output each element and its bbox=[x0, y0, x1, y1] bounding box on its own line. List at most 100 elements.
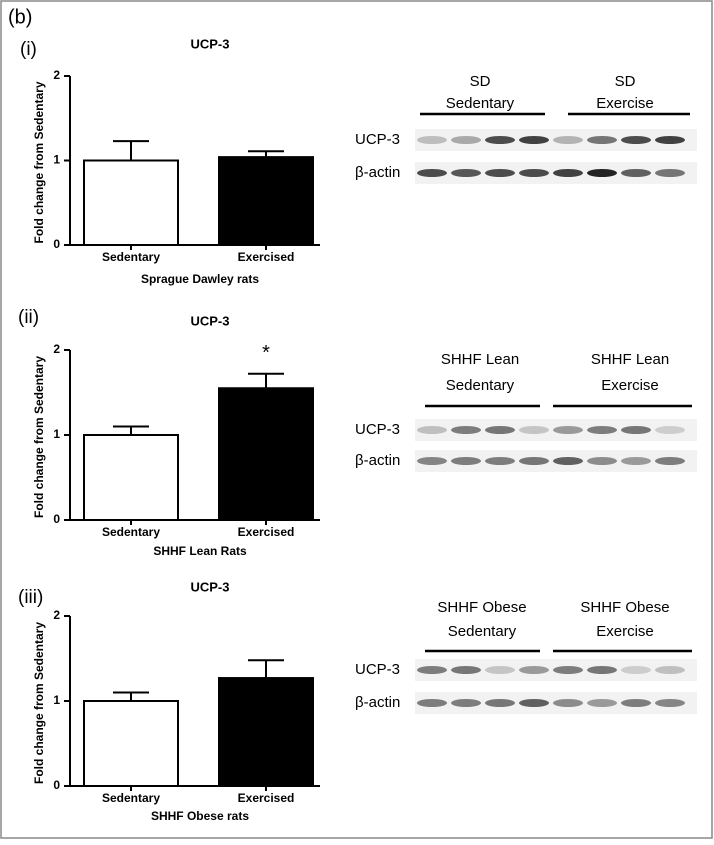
blot-band bbox=[587, 457, 617, 465]
blot-strip bbox=[415, 129, 697, 151]
y-tick-label: 2 bbox=[53, 68, 60, 82]
figure-label: (b) bbox=[8, 6, 32, 28]
blot-band bbox=[587, 136, 617, 144]
x-axis-label: SHHF Lean Rats bbox=[153, 544, 247, 558]
blot-band bbox=[655, 666, 685, 674]
blot-row-label: UCP-3 bbox=[355, 421, 400, 438]
blot-group-label: SD bbox=[470, 73, 491, 90]
blot-band bbox=[587, 666, 617, 674]
blot-band bbox=[451, 666, 481, 674]
bar bbox=[218, 387, 314, 521]
bar bbox=[218, 156, 314, 246]
blot-group-label: SHHF Obese bbox=[580, 599, 669, 616]
blot-band bbox=[519, 666, 549, 674]
y-tick-label: 0 bbox=[53, 778, 60, 792]
y-tick-label: 2 bbox=[53, 608, 60, 622]
chart-title: UCP-3 bbox=[190, 579, 229, 594]
panel-label: (iii) bbox=[18, 587, 43, 608]
y-tick-label: 2 bbox=[53, 342, 60, 356]
bar bbox=[218, 677, 314, 787]
blot-band bbox=[655, 426, 685, 434]
blot-band bbox=[451, 426, 481, 434]
y-tick-label: 1 bbox=[53, 153, 60, 167]
blot-band bbox=[417, 699, 447, 707]
blot-group-label: SHHF Lean bbox=[591, 351, 669, 368]
blot-band bbox=[655, 136, 685, 144]
blot-group-label: Sedentary bbox=[446, 95, 515, 112]
blot-band bbox=[485, 136, 515, 144]
blot-strip bbox=[415, 419, 697, 441]
x-tick-label: Sedentary bbox=[102, 525, 160, 539]
panel-label: (i) bbox=[20, 39, 37, 60]
x-axis-label: SHHF Obese rats bbox=[151, 809, 249, 823]
blot-band bbox=[621, 426, 651, 434]
bar bbox=[83, 159, 179, 246]
blot-band bbox=[621, 457, 651, 465]
blot-band bbox=[587, 169, 617, 177]
chart-title: UCP-3 bbox=[190, 36, 229, 51]
blot-strip bbox=[415, 692, 697, 714]
blot-band bbox=[553, 457, 583, 465]
chart-title: UCP-3 bbox=[190, 313, 229, 328]
blot-band bbox=[485, 169, 515, 177]
blot-band bbox=[553, 136, 583, 144]
blot-band bbox=[553, 666, 583, 674]
blot-band bbox=[451, 169, 481, 177]
blot-row-label: UCP-3 bbox=[355, 661, 400, 678]
y-tick-label: 1 bbox=[53, 693, 60, 707]
panel-label: (ii) bbox=[18, 307, 39, 328]
blot-band bbox=[451, 136, 481, 144]
y-axis-label: Fold change from Sedentary bbox=[32, 81, 46, 243]
y-tick-label: 0 bbox=[53, 512, 60, 526]
blot-row-label: β-actin bbox=[355, 694, 400, 711]
blot-band bbox=[621, 699, 651, 707]
blot-group-label: SHHF Obese bbox=[437, 599, 526, 616]
blot-band bbox=[417, 457, 447, 465]
blot-group-label: Exercise bbox=[596, 95, 654, 112]
x-tick-label: Exercised bbox=[238, 791, 295, 805]
blot-band bbox=[587, 426, 617, 434]
blot-band bbox=[451, 699, 481, 707]
bar bbox=[83, 434, 179, 521]
blot-band bbox=[485, 699, 515, 707]
blot-group-label: Sedentary bbox=[448, 623, 517, 640]
blot-band bbox=[519, 169, 549, 177]
blot-band bbox=[519, 136, 549, 144]
blot-band bbox=[417, 666, 447, 674]
blot-band bbox=[553, 426, 583, 434]
blot-band bbox=[485, 426, 515, 434]
blot-group-label: Exercise bbox=[601, 377, 659, 394]
blot-band bbox=[519, 457, 549, 465]
blot-band bbox=[553, 699, 583, 707]
x-tick-label: Exercised bbox=[238, 525, 295, 539]
blot-band bbox=[587, 699, 617, 707]
y-tick-label: 1 bbox=[53, 427, 60, 441]
blot-band bbox=[655, 169, 685, 177]
blot-row-label: β-actin bbox=[355, 452, 400, 469]
blot-band bbox=[519, 699, 549, 707]
blot-band bbox=[553, 169, 583, 177]
y-axis-label: Fold change from Sedentary bbox=[32, 356, 46, 518]
x-tick-label: Sedentary bbox=[102, 250, 160, 264]
y-tick-label: 0 bbox=[53, 237, 60, 251]
blot-band bbox=[417, 136, 447, 144]
blot-row-label: UCP-3 bbox=[355, 131, 400, 148]
blot-band bbox=[621, 169, 651, 177]
blot-group-label: SD bbox=[615, 73, 636, 90]
blot-band bbox=[485, 666, 515, 674]
bar bbox=[83, 700, 179, 787]
blot-band bbox=[655, 699, 685, 707]
x-tick-label: Exercised bbox=[238, 250, 295, 264]
significance-mark: * bbox=[262, 342, 270, 364]
blot-group-label: Exercise bbox=[596, 623, 654, 640]
blot-band bbox=[451, 457, 481, 465]
x-axis-label: Sprague Dawley rats bbox=[141, 272, 259, 286]
blot-band bbox=[621, 136, 651, 144]
y-axis-label: Fold change from Sedentary bbox=[32, 622, 46, 784]
blot-band bbox=[519, 426, 549, 434]
blot-group-label: SHHF Lean bbox=[441, 351, 519, 368]
blot-band bbox=[417, 426, 447, 434]
